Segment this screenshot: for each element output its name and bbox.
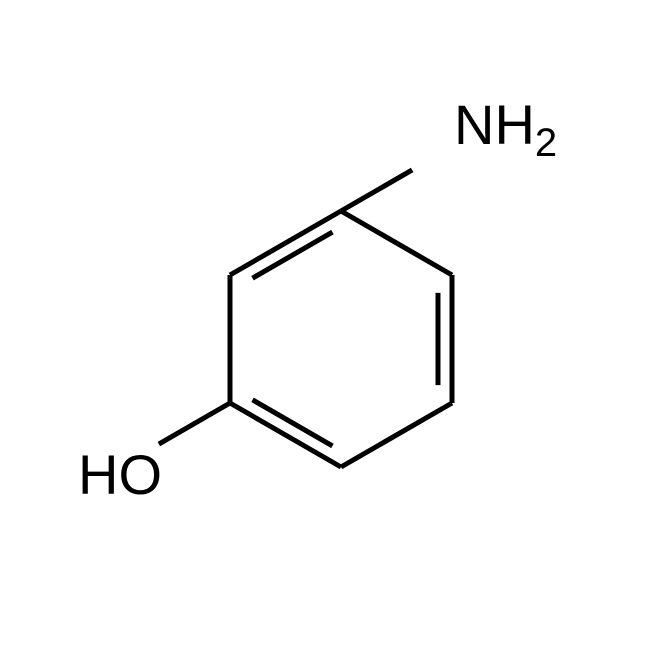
atom-label: HO	[78, 443, 162, 506]
bonds-layer	[159, 170, 452, 467]
chemical-structure-diagram: NH2 HO	[0, 0, 650, 650]
atom-label: NH2	[454, 93, 557, 165]
atom-labels-layer: NH2 HO	[78, 93, 557, 506]
